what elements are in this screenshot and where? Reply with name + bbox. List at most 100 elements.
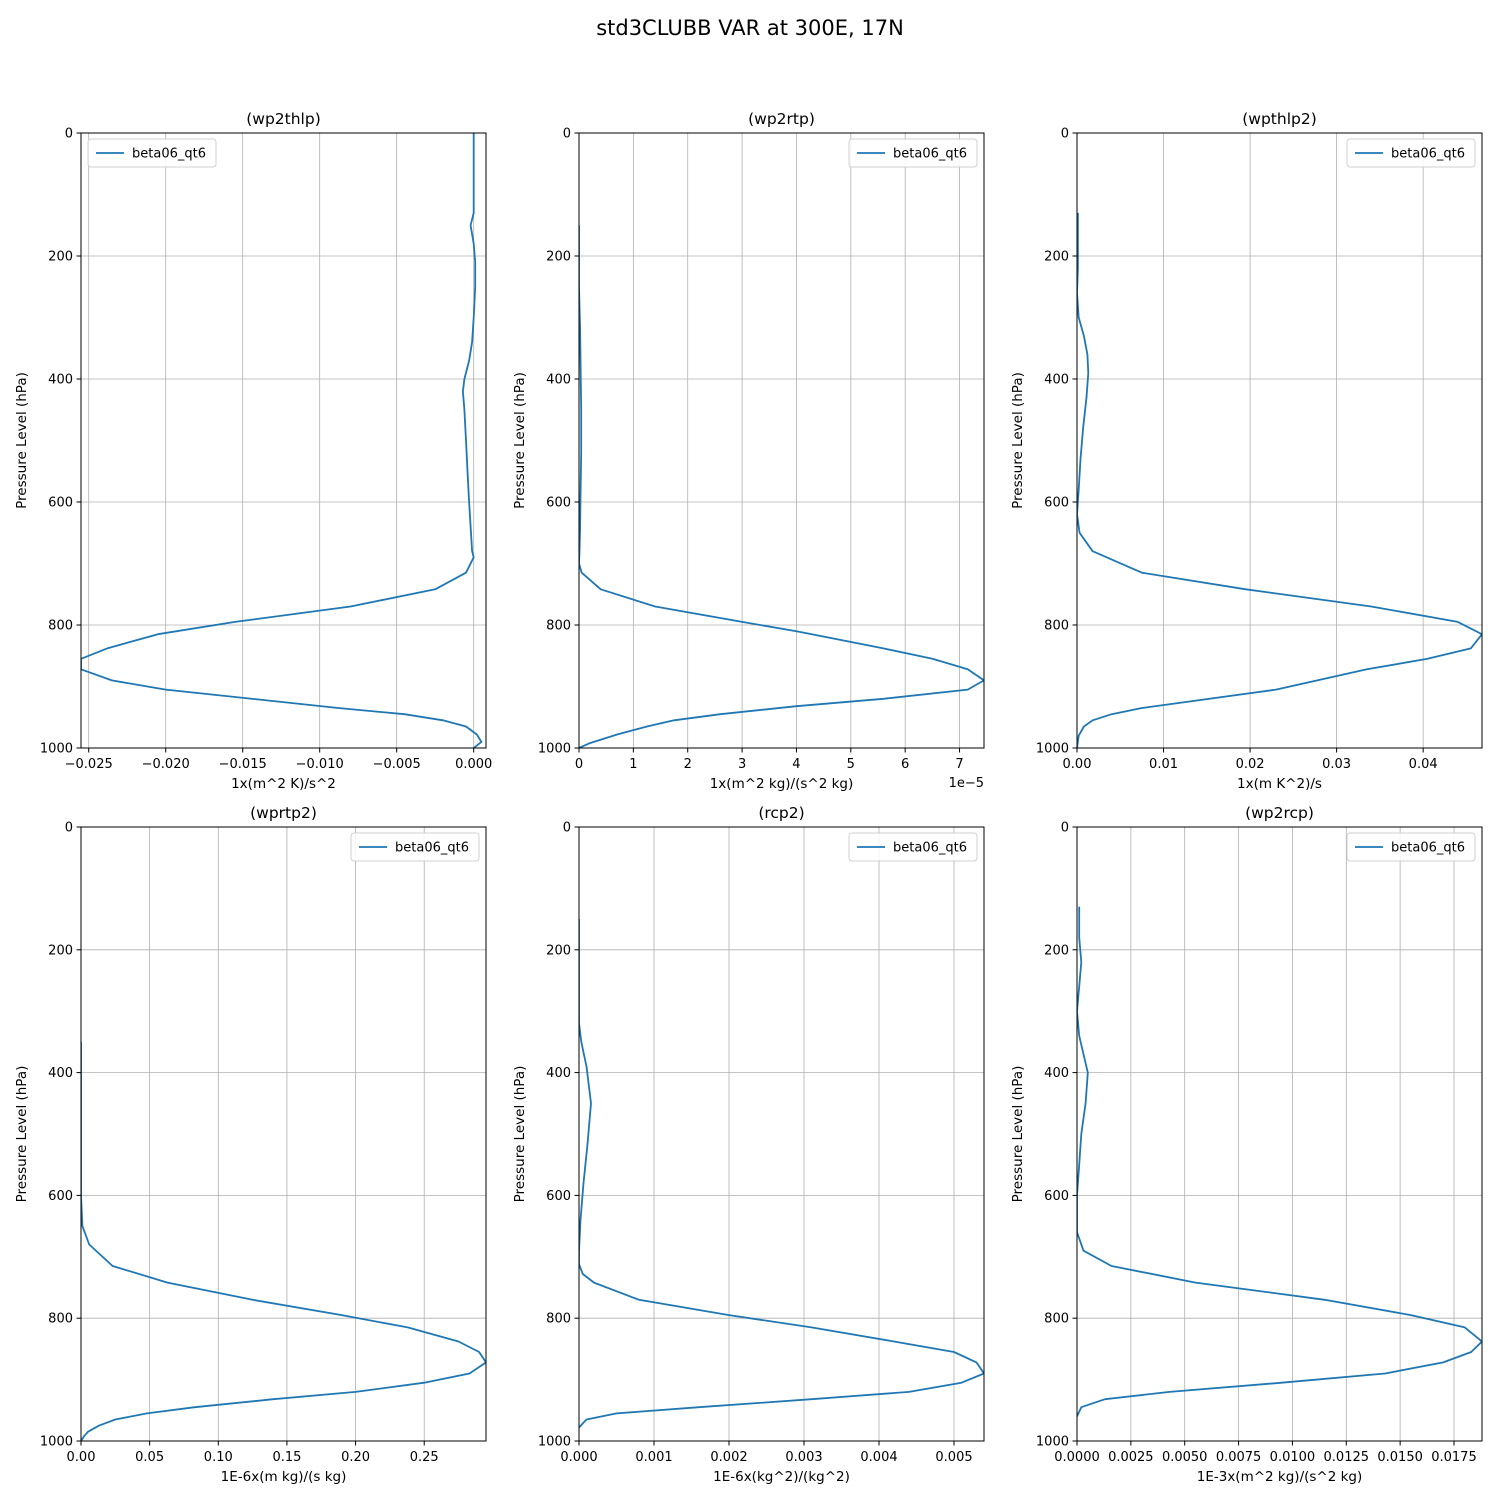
y-axis-label: Pressure Level (hPa) <box>1010 372 1026 509</box>
x-tick-label: −0.020 <box>142 757 190 772</box>
x-tick-label: 0.0150 <box>1377 1450 1423 1465</box>
legend-label: beta06_qt6 <box>893 147 967 162</box>
legend: beta06_qt6 <box>1346 138 1476 168</box>
plot-frame <box>1076 826 1483 1442</box>
y-axis-label: Pressure Level (hPa) <box>512 1066 528 1203</box>
y-axis-label: Pressure Level (hPa) <box>512 372 528 509</box>
x-tick-label: 0.02 <box>1236 757 1265 772</box>
y-tick-label: 600 <box>1044 496 1069 511</box>
y-tick-label: 200 <box>546 250 571 265</box>
y-tick-label: 600 <box>546 496 571 511</box>
x-tick-label: 0.0100 <box>1270 1450 1316 1465</box>
x-offset-label: 1e−5 <box>949 776 984 791</box>
y-tick-label: 1000 <box>1036 742 1069 757</box>
legend-box <box>350 832 480 862</box>
panel-title: (wp2thlp) <box>246 110 321 128</box>
plot-frame <box>1076 132 1483 749</box>
legend: beta06_qt6 <box>87 138 217 168</box>
plot-frame <box>578 132 985 749</box>
panel-title: (wp2rcp) <box>1245 804 1314 822</box>
y-tick-label: 0 <box>1061 127 1069 142</box>
legend-box <box>848 832 978 862</box>
x-tick-label: 6 <box>901 757 909 772</box>
plot-frame <box>80 826 487 1442</box>
x-axis-label: 1x(m^2 K)/s^2 <box>231 776 336 792</box>
y-tick-label: 800 <box>48 1312 73 1327</box>
x-tick-label: 0.004 <box>860 1450 897 1465</box>
y-tick-label: 0 <box>65 127 73 142</box>
x-tick-label: 0.03 <box>1322 757 1351 772</box>
legend: beta06_qt6 <box>1346 832 1476 862</box>
series-line-beta06_qt6 <box>579 919 984 1429</box>
x-tick-label: 0.0000 <box>1054 1450 1100 1465</box>
x-tick-label: 0.00 <box>1063 757 1092 772</box>
legend: beta06_qt6 <box>350 832 480 862</box>
chart-panel-3: 0.00 0.01 0.02 0.03 0.04 0 200 400 600 800 1000 (wp… <box>1010 110 1483 792</box>
figure-title: std3CLUBB VAR at 300E, 17N <box>596 16 904 40</box>
y-tick-label: 400 <box>546 373 571 388</box>
y-tick-label: 800 <box>546 619 571 634</box>
x-tick-label: 0.003 <box>785 1450 822 1465</box>
y-tick-label: 600 <box>48 496 73 511</box>
legend-label: beta06_qt6 <box>1391 147 1465 162</box>
legend-label: beta06_qt6 <box>395 841 469 856</box>
x-tick-label: −0.010 <box>296 757 344 772</box>
x-tick-label: 0.05 <box>135 1450 164 1465</box>
legend-box <box>1346 138 1476 168</box>
x-tick-label: 0.0050 <box>1162 1450 1208 1465</box>
x-tick-label: 7 <box>955 757 963 772</box>
y-tick-label: 600 <box>1044 1189 1069 1204</box>
y-axis-label: Pressure Level (hPa) <box>14 372 30 509</box>
y-tick-label: 0 <box>1061 821 1069 836</box>
chart-panel-6: 0.0000 0.0025 0.0050 0.0075 0.0100 0.0125 0.01… <box>1010 804 1483 1485</box>
y-tick-label: 0 <box>563 821 571 836</box>
legend-box <box>87 138 217 168</box>
x-tick-label: −0.015 <box>219 757 267 772</box>
series-line-beta06_qt6 <box>579 225 984 748</box>
chart-panel-5: 0.000 0.001 0.002 0.003 0.004 0.005 0 200 400 600… <box>512 804 985 1485</box>
series-line-beta06_qt6 <box>81 133 483 748</box>
x-tick-label: 3 <box>738 757 746 772</box>
panel-title: (wp2rtp) <box>748 110 815 128</box>
y-tick-label: 1000 <box>40 742 73 757</box>
y-tick-label: 400 <box>48 1066 73 1081</box>
x-tick-label: −0.005 <box>373 757 421 772</box>
y-tick-label: 1000 <box>40 1435 73 1450</box>
x-axis-label: 1x(m^2 kg)/(s^2 kg) <box>710 776 854 792</box>
y-tick-label: 400 <box>1044 1066 1069 1081</box>
y-tick-label: 200 <box>1044 250 1069 265</box>
y-tick-label: 400 <box>546 1066 571 1081</box>
x-tick-label: 0.000 <box>560 1450 597 1465</box>
x-tick-label: 0.002 <box>710 1450 747 1465</box>
legend: beta06_qt6 <box>848 832 978 862</box>
chart-panel-4: 0.00 0.05 0.10 0.15 0.20 0.25 0 200 400 600 800 100… <box>14 804 487 1485</box>
y-tick-label: 1000 <box>538 1435 571 1450</box>
legend-box <box>1346 832 1476 862</box>
x-tick-label: 0 <box>575 757 583 772</box>
y-tick-label: 800 <box>1044 619 1069 634</box>
x-tick-label: 2 <box>684 757 692 772</box>
x-tick-label: 0.04 <box>1409 757 1438 772</box>
x-axis-label: 1x(m K^2)/s <box>1237 776 1322 792</box>
y-tick-label: 800 <box>1044 1312 1069 1327</box>
y-tick-label: 400 <box>1044 373 1069 388</box>
x-tick-label: −0.025 <box>65 757 113 772</box>
x-tick-label: 0.20 <box>341 1450 370 1465</box>
x-tick-label: 0.0075 <box>1216 1450 1262 1465</box>
chart-panel-1: −0.025 −0.020 −0.015 −0.010 −0.005 0.000 0 200 4… <box>14 110 492 792</box>
y-tick-label: 200 <box>48 250 73 265</box>
y-axis-label: Pressure Level (hPa) <box>1010 1066 1026 1203</box>
y-tick-label: 0 <box>563 127 571 142</box>
panel-title: (rcp2) <box>758 804 804 822</box>
y-tick-label: 0 <box>65 821 73 836</box>
x-tick-label: 0.0175 <box>1431 1450 1477 1465</box>
x-tick-label: 0.000 <box>455 757 492 772</box>
y-tick-label: 400 <box>48 373 73 388</box>
legend-label: beta06_qt6 <box>132 147 206 162</box>
x-tick-label: 4 <box>792 757 800 772</box>
y-tick-label: 200 <box>48 943 73 958</box>
y-tick-label: 1000 <box>538 742 571 757</box>
panel-title: (wpthlp2) <box>1242 110 1317 128</box>
x-tick-label: 0.00 <box>67 1450 96 1465</box>
